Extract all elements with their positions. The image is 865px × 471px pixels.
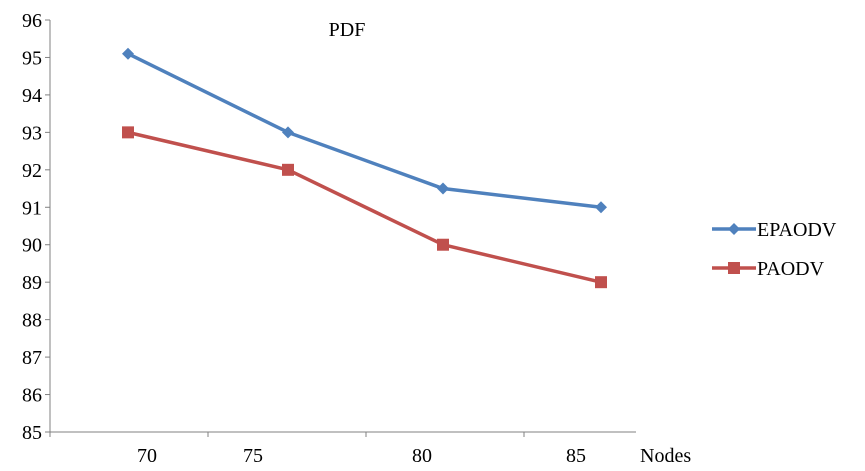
x-tick-label: 80 bbox=[412, 445, 432, 467]
y-tick-label: 85 bbox=[22, 422, 42, 444]
series-layer bbox=[122, 47, 607, 289]
x-tick-label: 85 bbox=[566, 445, 586, 467]
legend: EPAODV PAODV bbox=[712, 219, 837, 280]
x-axis-label: Nodes bbox=[640, 445, 691, 467]
data-point bbox=[122, 47, 134, 60]
series-epaodv bbox=[122, 47, 607, 214]
legend-label: PAODV bbox=[757, 258, 825, 280]
y-tick-label: 95 bbox=[22, 47, 42, 69]
chart-title: PDF bbox=[329, 19, 366, 41]
y-tick-label: 92 bbox=[22, 160, 42, 182]
legend-swatch-marker bbox=[728, 262, 740, 274]
y-axis: 85 86 87 88 89 90 91 92 93 94 95 96 bbox=[22, 10, 51, 444]
x-axis: 70 75 80 85 bbox=[49, 431, 636, 467]
y-tick-label: 96 bbox=[22, 10, 42, 32]
data-point bbox=[437, 238, 449, 251]
y-tick-label: 93 bbox=[22, 122, 42, 144]
y-tick-label: 91 bbox=[22, 197, 42, 219]
y-tick-label: 87 bbox=[22, 347, 42, 369]
data-point bbox=[595, 201, 607, 214]
data-point bbox=[595, 276, 607, 289]
y-tick-label: 94 bbox=[22, 85, 42, 107]
y-tick-label: 90 bbox=[22, 235, 42, 257]
y-tick-label: 88 bbox=[22, 310, 42, 332]
y-tick-label: 86 bbox=[22, 385, 42, 407]
data-point bbox=[437, 182, 449, 195]
data-point bbox=[122, 126, 134, 139]
legend-label: EPAODV bbox=[757, 219, 837, 241]
legend-item-epaodv: EPAODV bbox=[712, 219, 837, 241]
series-line bbox=[127, 52, 602, 210]
y-tick-label: 89 bbox=[22, 272, 42, 294]
data-point bbox=[282, 126, 294, 139]
legend-swatch-marker bbox=[728, 223, 740, 235]
x-tick-label: 75 bbox=[243, 445, 263, 467]
series-line bbox=[127, 130, 602, 284]
series-paodv bbox=[122, 126, 607, 289]
data-point bbox=[282, 163, 294, 176]
legend-item-paodv: PAODV bbox=[712, 258, 825, 280]
x-tick-label: 70 bbox=[137, 445, 157, 467]
